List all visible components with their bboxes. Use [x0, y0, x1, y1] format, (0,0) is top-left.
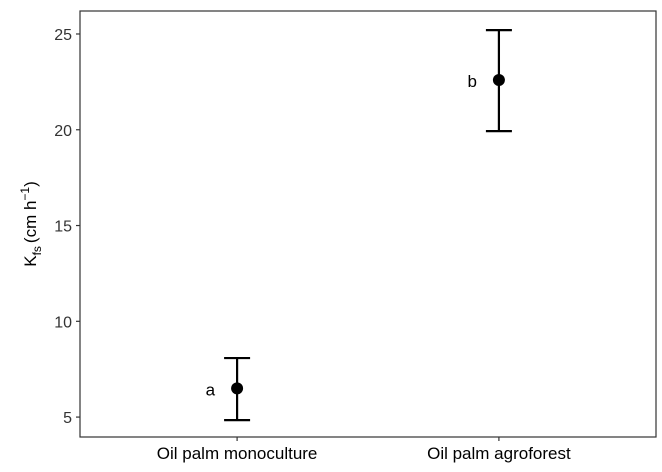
- y-label-sub: fs: [30, 246, 44, 255]
- point: [492, 73, 505, 86]
- point: [231, 382, 244, 395]
- x-tick-label: Oil palm monoculture: [157, 444, 318, 463]
- annotation: b: [467, 72, 476, 91]
- annotation: a: [206, 380, 216, 399]
- y-label-base: K: [21, 255, 40, 267]
- y-tick-label: 15: [54, 219, 72, 236]
- y-label-close: ): [21, 181, 40, 187]
- y-tick-label: 25: [54, 27, 72, 44]
- y-tick-label: 20: [54, 123, 72, 140]
- y-axis-label: Kfs (cm h−1): [18, 181, 44, 267]
- y-label-unit: (cm h: [21, 201, 40, 244]
- y-label-sup: −1: [18, 187, 32, 201]
- panel-border: [79, 10, 657, 438]
- y-tick-label: 5: [63, 410, 72, 427]
- y-tick-label: 10: [54, 314, 72, 331]
- x-tick-label: Oil palm agroforest: [427, 444, 571, 463]
